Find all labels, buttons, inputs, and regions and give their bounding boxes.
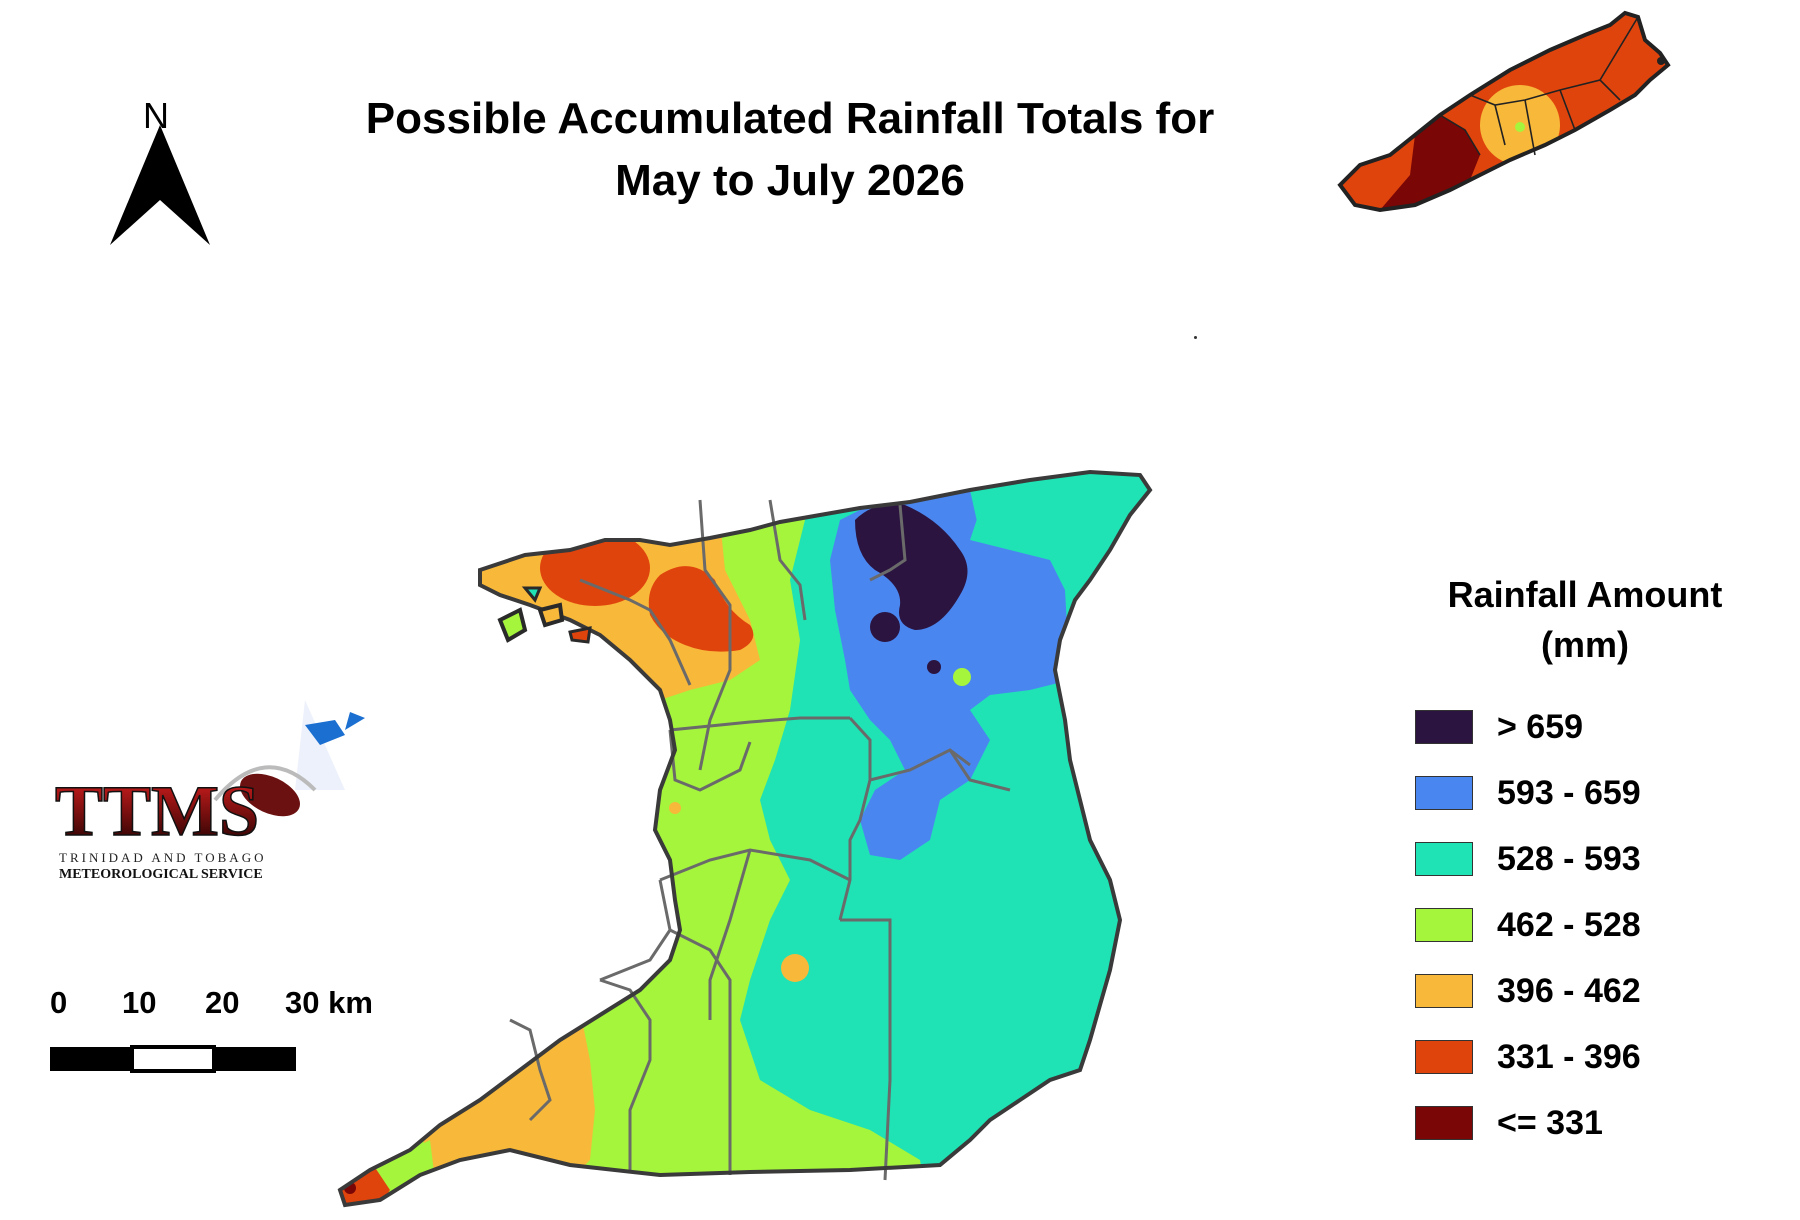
- north-arrow-icon: [110, 125, 210, 245]
- logo-text: TTMS: [55, 771, 259, 851]
- title-line-1: Possible Accumulated Rainfall Totals for: [365, 94, 1215, 143]
- legend-swatch: [1415, 776, 1473, 810]
- legend-title: Rainfall Amount (mm): [1435, 570, 1735, 670]
- trinidad-region-boundaries: [509, 499, 1011, 1181]
- legend-title-line-1: Rainfall Amount: [1447, 574, 1723, 615]
- legend-swatch: [1415, 908, 1473, 942]
- trinidad-map: [337, 469, 1153, 1208]
- north-label: N: [143, 95, 169, 136]
- nw-islets: [497, 586, 592, 644]
- legend-swatch: [1415, 1106, 1473, 1140]
- tobago-coastline: [1337, 10, 1671, 213]
- scale-bar: 0 10 20 30 km: [50, 985, 390, 1095]
- legend-label: <= 331: [1497, 1103, 1603, 1142]
- legend-item: 593 - 659: [1415, 760, 1775, 826]
- legend-swatch: [1415, 1040, 1473, 1074]
- legend-item: 528 - 593: [1415, 826, 1775, 892]
- legend-label: 331 - 396: [1497, 1037, 1641, 1076]
- legend-swatch: [1415, 842, 1473, 876]
- map-title: Possible Accumulated Rainfall Totals for…: [300, 88, 1280, 212]
- scale-label-20: 20: [205, 985, 240, 1020]
- small-islet-marker: [1194, 336, 1197, 339]
- legend-item: 331 - 396: [1415, 1024, 1775, 1090]
- north-arrow: N: [105, 95, 215, 255]
- trinidad-coastline: [337, 469, 1153, 1208]
- legend-label: > 659: [1497, 707, 1584, 746]
- legend-items: > 659 593 - 659 528 - 593 462 - 528 396 - 46…: [1415, 694, 1775, 1156]
- legend-item: > 659: [1415, 694, 1775, 760]
- legend-swatch: [1415, 974, 1473, 1008]
- legend: Rainfall Amount (mm) > 659 593 - 659 528 -…: [1415, 570, 1775, 1170]
- tobago-map: [1337, 10, 1671, 213]
- legend-item: 462 - 528: [1415, 892, 1775, 958]
- logo-sub-2: METEOROLOGICAL SERVICE: [59, 867, 263, 882]
- legend-label: 462 - 528: [1497, 905, 1641, 944]
- scale-label-0: 0: [50, 985, 68, 1020]
- legend-item: <= 331: [1415, 1090, 1775, 1156]
- title-line-2: May to July 2026: [615, 156, 965, 205]
- scale-label-30: 30 km: [285, 985, 373, 1020]
- legend-swatch: [1415, 710, 1473, 744]
- scale-label-10: 10: [122, 985, 157, 1020]
- legend-title-line-2: (mm): [1541, 624, 1629, 665]
- scale-bar-graphic: [50, 1045, 296, 1073]
- legend-label: 593 - 659: [1497, 773, 1641, 812]
- legend-label: 396 - 462: [1497, 971, 1641, 1010]
- legend-label: 528 - 593: [1497, 839, 1641, 878]
- ttms-logo: TTMS TRINIDAD AND TOBAGO METEOROLOGICAL …: [45, 690, 375, 900]
- legend-item: 396 - 462: [1415, 958, 1775, 1024]
- logo-sub-1: TRINIDAD AND TOBAGO: [59, 850, 266, 865]
- tobago-parish-boundaries: [1439, 16, 1639, 156]
